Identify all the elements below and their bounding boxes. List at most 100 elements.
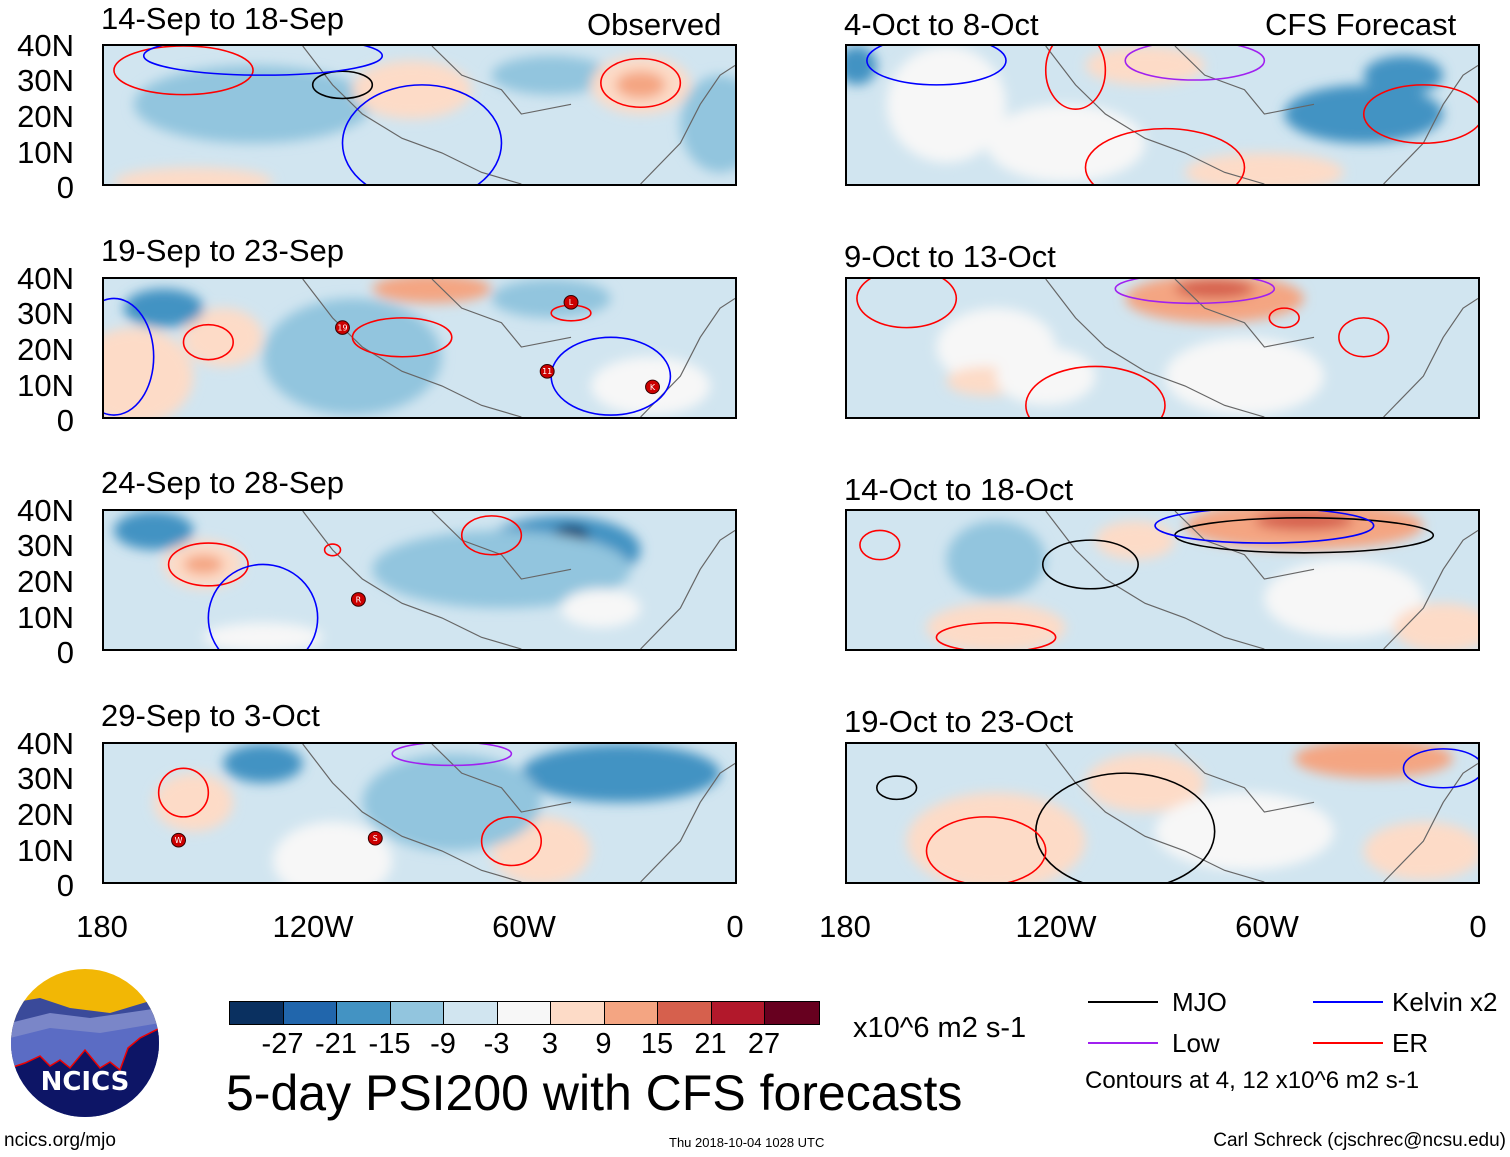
lat-label: 20N [17,99,74,134]
observed-map-2: R [102,509,737,651]
shading-region [104,327,194,417]
contour-line [182,323,234,361]
shading-region [1294,744,1454,779]
panel-title: 24-Sep to 28-Sep [101,465,345,500]
shading-region [986,104,1146,183]
lon-label: 0 [726,909,744,944]
colorbar-bin [604,1002,658,1024]
legend-label-kelvin: Kelvin x2 [1392,987,1498,1017]
ncics-logo: NCICS [11,969,159,1117]
svg-text:W: W [175,836,183,845]
contour-line [323,543,342,557]
colorbar-bin [658,1002,712,1024]
contour-line [142,46,383,76]
lat-label: 10N [17,368,74,403]
shading-region [372,279,492,304]
coastline [1045,511,1478,649]
shading-region [1363,821,1478,881]
contour-line [1025,365,1166,417]
contour-line [876,775,918,801]
storm-marker: W [171,832,186,848]
svg-text:K: K [650,383,656,392]
forecast-map-2 [845,509,1480,651]
lat-label: 20N [17,332,74,367]
lon-label: 120W [1015,909,1097,944]
colorbar-label: 9 [595,1028,612,1060]
colorbar-bin [390,1002,444,1024]
contour-line [460,515,523,556]
credit: Carl Schreck (cjschrec@ncsu.edu) [1213,1130,1506,1151]
shading-region [491,55,611,95]
colorbar-label: 21 [694,1028,727,1060]
lon-label: 60W [492,909,556,944]
panel-title: 14-Sep to 18-Sep [101,1,345,36]
shading-region [847,46,877,85]
shading-region [1393,603,1478,649]
shading-region [1095,520,1175,560]
colorbar-bin [497,1002,551,1024]
storm-marker: R [350,592,366,607]
forecast-label: CFS Forecast [1265,7,1457,42]
shading-region [1125,279,1305,323]
storm-marker: K [645,379,660,395]
lat-label: 0 [56,170,74,205]
legend-label-er: ER [1392,1028,1429,1058]
storm-marker: 11 [539,364,555,379]
panel-title: 9-Oct to 13-Oct [844,239,1056,274]
shading-region [183,554,224,575]
shading-region [272,821,393,882]
contour-line [856,279,958,329]
shading-region [491,279,611,318]
contour-line [167,542,249,587]
colorbar-label: 3 [541,1028,559,1060]
lat-label: 0 [56,403,74,438]
shading-region [1184,152,1344,184]
colorbar-label: -3 [483,1028,510,1060]
shading-region [996,347,1096,406]
coastline [302,744,735,882]
shading-region [113,167,273,184]
lon-label: 180 [819,909,871,944]
shading-region [1254,511,1354,531]
contour-line [600,57,682,109]
lat-label: 10N [17,600,74,635]
contour-line [1044,46,1107,110]
panel-title: 29-Sep to 3-Oct [101,698,320,733]
shading-region [223,744,303,783]
coastline [1045,46,1478,184]
observed-map-0 [102,44,737,186]
lat-label: 30N [17,761,74,796]
colorbar-bin [711,1002,765,1024]
contour-line [1402,748,1478,789]
site-link[interactable]: ncics.org/mjo [4,1130,116,1151]
legend-swatch-mjo [1088,1001,1158,1003]
shading-region [1164,337,1324,416]
shading-region [133,65,373,144]
svg-text:S: S [373,834,378,843]
contour-line [859,529,901,561]
colorbar [229,1001,820,1025]
shading-region [1155,792,1334,871]
colorbar-bin [283,1002,337,1024]
shading-region [680,75,735,173]
lat-label: 0 [56,635,74,670]
shading-region [183,308,263,367]
coastline [302,46,735,184]
legend-swatch-er [1313,1042,1383,1044]
panel-title: 19-Oct to 23-Oct [844,704,1074,739]
colorbar-bin [444,1002,498,1024]
legend-swatch-low [1088,1042,1158,1044]
contour-line [1041,539,1139,590]
lat-label: 30N [17,528,74,563]
lon-label: 60W [1235,909,1299,944]
svg-text:R: R [356,595,362,604]
contour-line [1268,307,1300,329]
coastline [302,511,735,649]
contour-line [480,816,543,867]
svg-text:NCICS: NCICS [41,1067,130,1097]
lat-label: 40N [17,261,74,296]
contour-line [391,744,513,767]
contour-line [104,297,155,416]
